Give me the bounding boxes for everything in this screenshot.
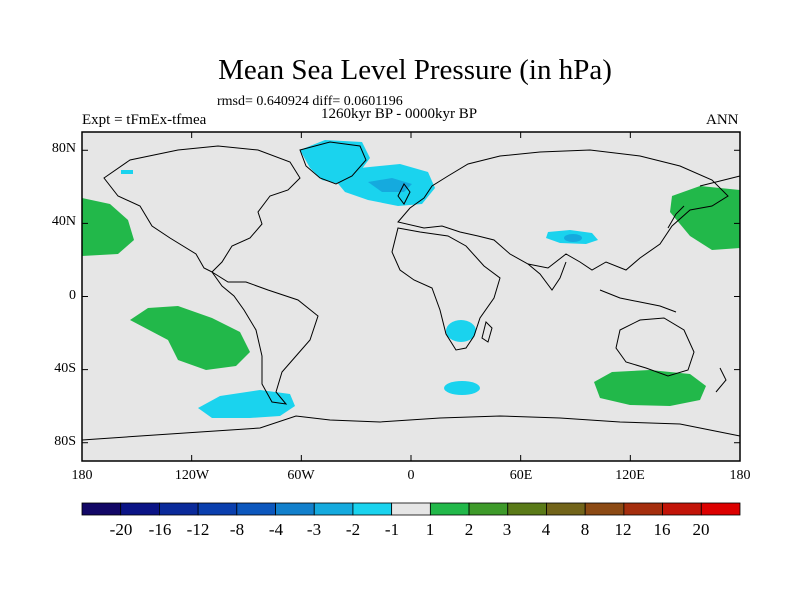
chart-title: Mean Sea Level Pressure (in hPa): [218, 54, 612, 86]
anomaly-negative-south-atlantic: [444, 381, 480, 395]
coast-antarctica: [81, 415, 741, 441]
coast-south-america: [211, 271, 319, 405]
lon-label: 0: [407, 468, 415, 483]
colorbar-label: -2: [345, 520, 361, 539]
colorbar-swatch: [584, 502, 625, 516]
colorbar-label: -16: [148, 520, 172, 539]
coast-indonesia: [599, 289, 677, 313]
lon-label: 60E: [509, 468, 533, 483]
colorbar-swatch: [623, 502, 663, 516]
colorbar-swatch: [275, 502, 315, 516]
colorbar-label: 3: [502, 520, 512, 539]
anomaly-negative-small: [121, 170, 133, 174]
colorbar-label: -4: [268, 520, 284, 539]
season-label: ANN: [706, 112, 739, 128]
colorbar-swatch: [700, 502, 741, 516]
lon-label: 60W: [287, 468, 315, 483]
lat-label: 40N: [51, 214, 76, 229]
colorbar-label: -20: [109, 520, 133, 539]
anomaly-positive-north-pacific-west: [670, 186, 740, 250]
colorbar-swatch: [546, 502, 586, 516]
colorbar-label: -8: [229, 520, 245, 539]
coast-madagascar: [481, 321, 493, 343]
experiment-label: Expt = tFmEx-tfmea: [82, 112, 207, 128]
anomaly-positive-south-indian: [594, 370, 706, 406]
stats-line: rmsd= 0.640924 diff= 0.0601196: [217, 94, 403, 109]
coast-africa: [391, 227, 501, 351]
colorbar-label: -1: [384, 520, 400, 539]
anomaly-negative-south-africa: [446, 320, 476, 342]
anomaly-patches: [82, 140, 740, 418]
colorbar-swatch: [313, 502, 354, 516]
coast-greenland: [299, 141, 367, 185]
lat-label: 40S: [54, 361, 76, 376]
lon-label: 120W: [174, 468, 210, 483]
colorbar-label: 16: [653, 520, 671, 539]
period-label: 1260kyr BP - 0000kyr BP: [321, 106, 478, 122]
colorbar-swatch: [429, 502, 470, 516]
coast-new-zealand: [715, 367, 727, 393]
colorbar-label: 8: [580, 520, 590, 539]
coast-uk: [397, 183, 411, 205]
colorbar-swatch: [197, 502, 238, 516]
colorbar-label: 20: [692, 520, 710, 539]
colorbar: [81, 502, 741, 516]
coastlines: [81, 141, 741, 441]
anomaly-positive-north-pacific-east: [82, 198, 134, 256]
coast-aleutians: [699, 175, 741, 187]
lat-label: 80S: [54, 434, 76, 449]
colorbar-label: 12: [614, 520, 632, 539]
colorbar-label: -12: [186, 520, 210, 539]
coast-north-america: [103, 145, 301, 273]
colorbar-label: 4: [541, 520, 551, 539]
colorbar-label: 1: [425, 520, 435, 539]
colorbar-label: -3: [306, 520, 322, 539]
colorbar-swatch: [662, 502, 702, 516]
colorbar-label: 2: [464, 520, 474, 539]
lat-label: 0: [69, 288, 76, 303]
lat-label: 80N: [51, 141, 76, 156]
lon-label: 180: [729, 468, 751, 483]
lon-label: 120E: [615, 468, 645, 483]
lon-label: 180: [71, 468, 93, 483]
anomaly-strong-tibet: [564, 234, 582, 242]
axis-ticks: [81, 132, 741, 461]
colorbar-swatch: [81, 502, 122, 516]
colorbar-swatch: [120, 502, 160, 516]
coast-japan: [667, 205, 685, 229]
colorbar-swatch: [236, 502, 276, 516]
coast-australia: [615, 317, 695, 377]
coast-eurasia: [397, 149, 729, 271]
colorbar-swatch: [391, 502, 431, 516]
colorbar-swatch: [507, 502, 547, 516]
anomaly-strong-north-atlantic: [368, 178, 412, 192]
colorbar-swatch: [468, 502, 509, 516]
anomaly-positive-south-pacific: [130, 306, 250, 370]
coast-india: [527, 261, 567, 291]
anomaly-negative-south-pacific: [198, 390, 295, 418]
colorbar-swatch: [159, 502, 199, 516]
colorbar-swatch: [352, 502, 393, 516]
